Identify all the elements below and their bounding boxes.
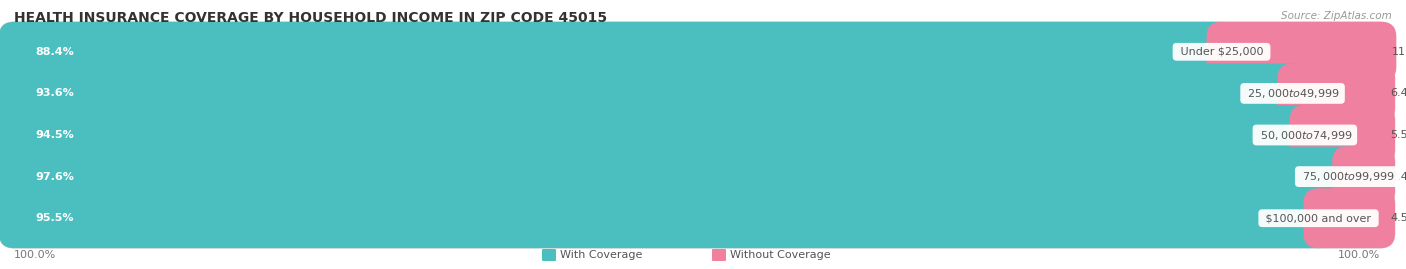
Text: 100.0%: 100.0% [1337, 250, 1381, 260]
Text: 95.5%: 95.5% [35, 213, 73, 223]
Text: 97.6%: 97.6% [35, 172, 75, 182]
FancyBboxPatch shape [0, 63, 1308, 123]
FancyBboxPatch shape [541, 249, 555, 261]
FancyBboxPatch shape [0, 105, 1320, 165]
Text: Without Coverage: Without Coverage [730, 250, 831, 260]
Text: Under $25,000: Under $25,000 [1177, 47, 1267, 57]
FancyBboxPatch shape [0, 22, 1236, 82]
FancyBboxPatch shape [0, 105, 1395, 165]
Text: $100,000 and over: $100,000 and over [1263, 213, 1375, 223]
Text: HEALTH INSURANCE COVERAGE BY HOUSEHOLD INCOME IN ZIP CODE 45015: HEALTH INSURANCE COVERAGE BY HOUSEHOLD I… [14, 11, 607, 25]
FancyBboxPatch shape [1333, 147, 1395, 207]
FancyBboxPatch shape [0, 22, 1395, 82]
Text: 11.7%: 11.7% [1392, 47, 1406, 57]
FancyBboxPatch shape [1206, 22, 1396, 82]
FancyBboxPatch shape [0, 188, 1333, 248]
FancyBboxPatch shape [0, 63, 1395, 123]
FancyBboxPatch shape [0, 188, 1395, 248]
FancyBboxPatch shape [1278, 63, 1395, 123]
Text: 100.0%: 100.0% [14, 250, 56, 260]
Text: 5.5%: 5.5% [1391, 130, 1406, 140]
Text: 94.5%: 94.5% [35, 130, 73, 140]
Text: With Coverage: With Coverage [560, 250, 643, 260]
Text: $25,000 to $49,999: $25,000 to $49,999 [1244, 87, 1341, 100]
FancyBboxPatch shape [1303, 188, 1395, 248]
Text: $50,000 to $74,999: $50,000 to $74,999 [1257, 129, 1353, 141]
Text: 88.4%: 88.4% [35, 47, 73, 57]
Text: 2.4%: 2.4% [1391, 172, 1406, 182]
FancyBboxPatch shape [711, 249, 725, 261]
Text: 4.5%: 4.5% [1391, 213, 1406, 223]
Text: 6.4%: 6.4% [1391, 89, 1406, 98]
FancyBboxPatch shape [1289, 105, 1395, 165]
FancyBboxPatch shape [0, 147, 1395, 207]
Text: Source: ZipAtlas.com: Source: ZipAtlas.com [1281, 11, 1392, 21]
Text: $75,000 to $99,999: $75,000 to $99,999 [1299, 170, 1396, 183]
FancyBboxPatch shape [0, 147, 1362, 207]
Text: 93.6%: 93.6% [35, 89, 73, 98]
